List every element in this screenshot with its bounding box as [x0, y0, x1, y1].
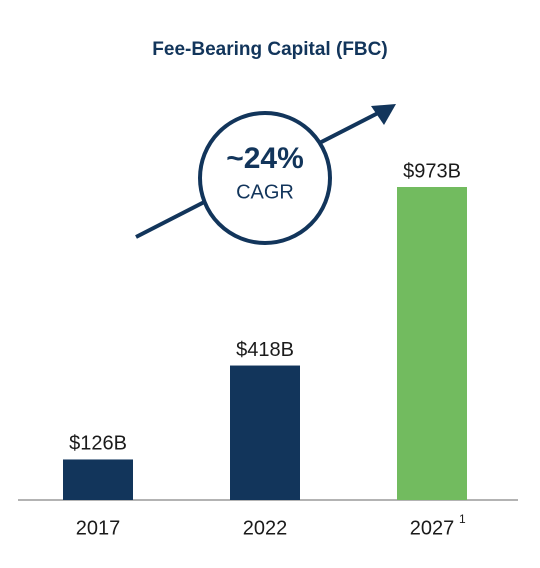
- arrow-head: [371, 104, 396, 125]
- footnote-marker: 1: [459, 512, 466, 526]
- chart-title: Fee-Bearing Capital (FBC): [152, 39, 387, 60]
- x-tick-label: 2027: [410, 517, 455, 539]
- value-label: $126B: [69, 433, 127, 455]
- bar: [397, 187, 467, 500]
- value-label: $973B: [403, 160, 461, 182]
- x-tick-label: 2022: [243, 517, 288, 539]
- bar: [230, 365, 300, 500]
- value-label: $418B: [236, 339, 294, 361]
- cagr-value: ~24%: [226, 142, 304, 175]
- bar: [63, 459, 133, 500]
- x-tick-label: 2017: [76, 517, 121, 539]
- cagr-label: CAGR: [236, 181, 294, 203]
- cagr-circle: [198, 111, 332, 245]
